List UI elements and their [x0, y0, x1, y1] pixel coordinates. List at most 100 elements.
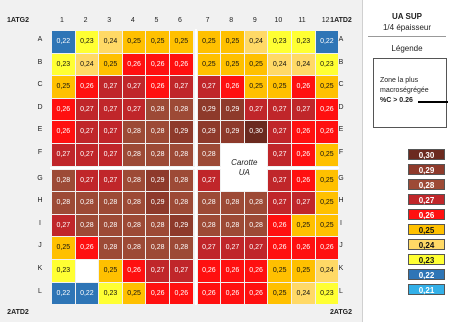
row-label: C — [338, 81, 344, 89]
heatmap-cell: 0,27 — [75, 144, 99, 166]
heatmap-cell: 0,26 — [75, 237, 99, 259]
heatmap-cell: 0,27 — [52, 214, 75, 237]
heatmap-cell: 0,27 — [268, 144, 291, 166]
row-label: I — [340, 219, 342, 227]
heatmap-cell: 0,26 — [122, 260, 146, 282]
heatmap-cell: 0,27 — [268, 169, 291, 192]
row-label: E — [338, 126, 344, 134]
heatmap-cell: 0,26 — [170, 282, 193, 305]
heatmap-cell: 0,28 — [122, 214, 146, 237]
legend-title: UA SUP — [392, 12, 422, 21]
heatmap-cell: 0,26 — [292, 76, 315, 98]
heatmap-cell: 0,25 — [99, 260, 122, 282]
quarter-divider — [50, 167, 340, 170]
heatmap-cell: 0,26 — [146, 76, 169, 98]
heatmap-cell: 0,26 — [52, 98, 75, 121]
row-label: J — [339, 242, 343, 250]
legend-swatch: 0,25 — [408, 224, 445, 235]
column-label: 7 — [205, 17, 210, 24]
row-label: G — [338, 174, 344, 182]
heatmap-cell: 0,27 — [292, 192, 315, 214]
heatmap-cell: 0,26 — [221, 260, 244, 282]
carotte-label: Carotte UA — [221, 158, 267, 178]
row-label: L — [38, 287, 42, 295]
heatmap-cell: 0,25 — [268, 282, 291, 305]
heatmap-cell: 0,26 — [75, 76, 99, 98]
row-label: B — [37, 58, 43, 66]
heatmap-cell: 0,26 — [122, 53, 146, 76]
column-label: 1 — [60, 17, 64, 24]
column-label: 9 — [252, 17, 257, 24]
heatmap-cell: 0,25 — [170, 31, 193, 53]
heatmap-cell — [75, 260, 99, 282]
heatmap-cell: 0,28 — [122, 121, 146, 143]
heatmap-cell: 0,25 — [197, 31, 221, 53]
column-label: 4 — [130, 17, 135, 24]
heatmap-cell: 0,28 — [52, 169, 75, 192]
heatmap-cell: 0,22 — [75, 282, 99, 305]
corner-label-top-left: 1ATG2 — [6, 17, 30, 24]
heatmap-cell: 0,26 — [146, 282, 169, 305]
heatmap-cell: 0,26 — [197, 282, 221, 305]
heatmap-cell: 0,27 — [99, 144, 122, 166]
heatmap-cell: 0,25 — [52, 76, 75, 98]
heatmap-cell: 0,26 — [221, 76, 244, 98]
heatmap-cell: 0,26 — [244, 260, 268, 282]
heatmap-cell: 0,25 — [292, 260, 315, 282]
heatmap-cell: 0,28 — [170, 192, 193, 214]
heatmap-cell: 0,25 — [244, 76, 268, 98]
row-label: I — [39, 219, 41, 227]
heatmap-cell: 0,27 — [268, 192, 291, 214]
heatmap-cell: 0,28 — [170, 144, 193, 166]
heatmap-cell: 0,29 — [221, 98, 244, 121]
heatmap-cell: 0,27 — [99, 169, 122, 192]
row-label: B — [338, 58, 344, 66]
heatmap-cell: 0,25 — [122, 31, 146, 53]
row-label: F — [338, 149, 344, 156]
heatmap-cell: 0,25 — [52, 237, 75, 259]
heatmap-cell: 0,25 — [244, 53, 268, 76]
heatmap-cell: 0,26 — [292, 237, 315, 259]
legend-label: Légende — [391, 44, 423, 53]
heatmap-cell: 0,24 — [292, 282, 315, 305]
heatmap-cell: 0,28 — [244, 192, 268, 214]
heatmap-cell: 0,24 — [315, 260, 339, 282]
heatmap-cell: 0,28 — [122, 237, 146, 259]
heatmap-cell: 0,28 — [146, 98, 169, 121]
corner-label-top-right: 1ATD2 — [330, 17, 352, 24]
heatmap-cell: 0,26 — [292, 121, 315, 143]
heatmap-cell: 0,28 — [75, 192, 99, 214]
heatmap-cell: 0,24 — [75, 53, 99, 76]
heatmap-cell: 0,26 — [244, 282, 268, 305]
heatmap-cell: 0,25 — [268, 260, 291, 282]
heatmap-cell: 0,24 — [292, 53, 315, 76]
heatmap-cell: 0,27 — [221, 237, 244, 259]
heatmap-cell: 0,27 — [122, 76, 146, 98]
row-label: G — [37, 174, 43, 182]
column-label: 3 — [107, 17, 112, 24]
heatmap-cell: 0,27 — [52, 144, 75, 166]
column-label: 8 — [229, 17, 234, 24]
heatmap-cell: 0,28 — [221, 192, 244, 214]
heatmap-cell: 0,23 — [52, 260, 75, 282]
heatmap-cell: 0,28 — [122, 192, 146, 214]
heatmap-cell: 0,26 — [146, 53, 169, 76]
heatmap-cell: 0,27 — [244, 237, 268, 259]
heatmap-cell: 0,25 — [315, 192, 339, 214]
heatmap-cell: 0,27 — [75, 121, 99, 143]
row-label: H — [338, 197, 344, 205]
heatmap-cell: 0,23 — [268, 31, 291, 53]
heatmap-cell: 0,27 — [268, 121, 291, 143]
heatmap-cell: 0,27 — [292, 98, 315, 121]
heatmap-cell: 0,27 — [146, 260, 169, 282]
heatmap-cell: 0,25 — [197, 53, 221, 76]
heatmap-cell: 0,25 — [268, 76, 291, 98]
heatmap-cell: 0,28 — [52, 192, 75, 214]
heatmap-cell: 0,28 — [122, 169, 146, 192]
heatmap-cell: 0,28 — [146, 214, 169, 237]
heatmap-cell: 0,28 — [197, 144, 221, 166]
heatmap-cell: 0,27 — [170, 76, 193, 98]
zone-box: Zone la plus macroségrégée %C > 0.26 — [373, 58, 448, 128]
zone-line-2: macroségrégée — [380, 87, 429, 94]
